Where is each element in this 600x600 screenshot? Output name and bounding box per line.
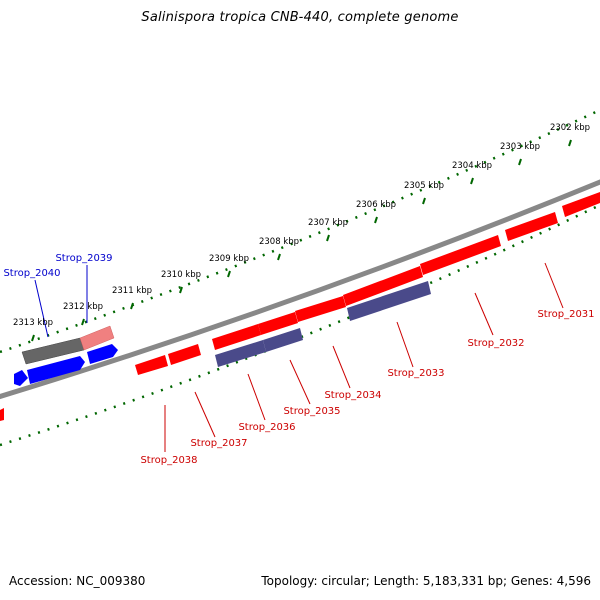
gene-forward-3[interactable]	[14, 370, 28, 386]
gene-label[interactable]: Strop_2037	[190, 438, 247, 449]
gene-reverse-3[interactable]	[212, 324, 261, 350]
gene-label[interactable]: Strop_2036	[238, 422, 295, 433]
gene-label[interactable]: Strop_2032	[467, 338, 524, 349]
gene-reverse-2[interactable]	[168, 344, 201, 365]
gene-reverse-7[interactable]	[420, 235, 501, 275]
gene-reverse-9[interactable]	[562, 192, 600, 217]
major-tick-mark	[568, 139, 572, 147]
gene-reverse-8[interactable]	[505, 212, 558, 241]
major-tick-mark	[470, 177, 474, 185]
reverse-strand-genes	[0, 192, 600, 421]
gene-label[interactable]: Strop_2035	[283, 406, 340, 417]
gene-label[interactable]: Strop_2033	[387, 368, 444, 379]
tick-label: 2303 kbp	[500, 142, 540, 152]
tick-label: 2306 kbp	[356, 200, 396, 210]
gene-label[interactable]: Strop_2040	[3, 268, 60, 279]
tick-label: 2304 kbp	[452, 161, 492, 171]
gene-label[interactable]: Strop_2038	[140, 455, 197, 466]
forward-strand-genes	[14, 325, 118, 386]
major-tick-mark	[326, 234, 330, 242]
leader-lines	[34, 262, 564, 452]
major-tick-mark	[422, 197, 426, 205]
gene-reverse-4[interactable]	[258, 312, 298, 335]
tick-labels: 2302 kbp 2303 kbp 2304 kbp 2305 kbp 2306 kbp…	[13, 123, 590, 328]
major-tick-mark	[81, 318, 85, 326]
outer-tick-ring	[0, 108, 600, 354]
tick-label: 2302 kbp	[550, 123, 590, 133]
major-tick-mark	[130, 302, 134, 310]
tick-label: 2312 kbp	[63, 302, 103, 312]
genome-summary: Topology: circular; Length: 5,183,331 bp…	[261, 574, 591, 588]
major-tick-mark	[374, 216, 378, 224]
map-title: Salinispora tropica CNB-440, complete ge…	[141, 10, 459, 25]
major-tick-mark	[227, 270, 231, 278]
accession-label: Accession: NC_009380	[9, 574, 146, 588]
gene-reverse-6[interactable]	[343, 266, 423, 306]
major-tick-mark	[518, 158, 522, 166]
gene-reverse-1[interactable]	[135, 355, 168, 375]
gene-forward-2[interactable]	[87, 344, 118, 364]
gene-rrna-2[interactable]	[263, 328, 303, 352]
genome-backbone	[0, 179, 600, 400]
tick-label: 2307 kbp	[308, 218, 348, 228]
gene-rrna-1[interactable]	[215, 340, 266, 367]
gene-rrna-3[interactable]	[347, 281, 431, 321]
tick-label: 2313 kbp	[13, 318, 53, 328]
gene-forward-1[interactable]	[27, 356, 85, 384]
gene-label[interactable]: Strop_2039	[55, 253, 112, 264]
major-ticks	[31, 139, 572, 342]
gene-strop-2039-shape[interactable]	[79, 325, 115, 351]
major-tick-mark	[179, 286, 183, 294]
tick-label: 2311 kbp	[112, 286, 152, 296]
tick-label: 2310 kbp	[161, 270, 201, 280]
tick-label: 2309 kbp	[209, 254, 249, 264]
gene-label[interactable]: Strop_2034	[324, 390, 381, 401]
gene-reverse-5[interactable]	[295, 296, 346, 322]
major-tick-mark	[277, 253, 281, 261]
gene-label[interactable]: Strop_2031	[537, 309, 594, 320]
tick-label: 2308 kbp	[259, 237, 299, 247]
tick-label: 2305 kbp	[404, 181, 444, 191]
major-tick-mark	[31, 334, 35, 342]
gene-labels: Strop_2039 Strop_2040 Strop_2031 Strop_2032…	[3, 253, 594, 466]
gene-reverse-10[interactable]	[0, 408, 4, 421]
